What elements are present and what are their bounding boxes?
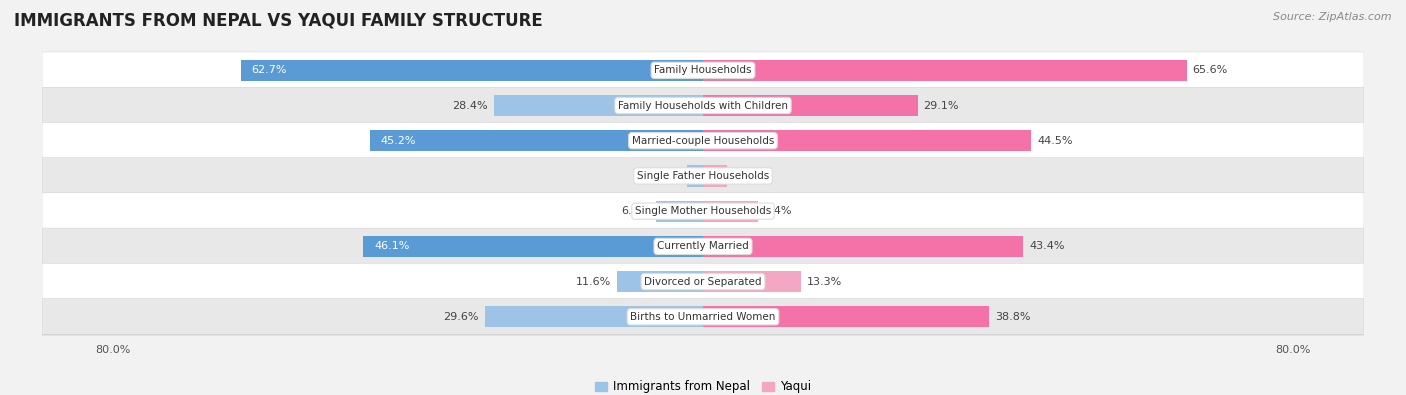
- FancyBboxPatch shape: [42, 263, 1364, 300]
- FancyBboxPatch shape: [42, 122, 1364, 159]
- Text: Source: ZipAtlas.com: Source: ZipAtlas.com: [1274, 12, 1392, 22]
- Text: Single Father Households: Single Father Households: [637, 171, 769, 181]
- Bar: [703, 236, 1024, 257]
- Bar: [703, 201, 758, 222]
- Text: 13.3%: 13.3%: [807, 276, 842, 287]
- Bar: [617, 271, 703, 292]
- Bar: [370, 130, 703, 151]
- Bar: [494, 95, 703, 116]
- Text: Single Mother Households: Single Mother Households: [636, 206, 770, 216]
- Bar: [703, 166, 727, 186]
- FancyBboxPatch shape: [42, 87, 1364, 124]
- Text: Family Households with Children: Family Households with Children: [619, 100, 787, 111]
- Bar: [363, 236, 703, 257]
- FancyBboxPatch shape: [42, 193, 1364, 229]
- Bar: [703, 130, 1031, 151]
- Text: 7.4%: 7.4%: [763, 206, 792, 216]
- Bar: [686, 166, 703, 186]
- Bar: [485, 306, 703, 327]
- Text: Divorced or Separated: Divorced or Separated: [644, 276, 762, 287]
- Legend: Immigrants from Nepal, Yaqui: Immigrants from Nepal, Yaqui: [591, 376, 815, 395]
- Text: Married-couple Households: Married-couple Households: [631, 136, 775, 146]
- Text: 38.8%: 38.8%: [995, 312, 1031, 322]
- Text: 3.2%: 3.2%: [733, 171, 761, 181]
- Text: 2.2%: 2.2%: [652, 171, 681, 181]
- Bar: [703, 306, 990, 327]
- FancyBboxPatch shape: [42, 52, 1364, 88]
- Text: 29.6%: 29.6%: [443, 312, 479, 322]
- Text: 65.6%: 65.6%: [1192, 65, 1227, 75]
- Text: 29.1%: 29.1%: [924, 100, 959, 111]
- Bar: [703, 60, 1187, 81]
- Text: 44.5%: 44.5%: [1038, 136, 1073, 146]
- Text: Currently Married: Currently Married: [657, 241, 749, 251]
- Text: 6.4%: 6.4%: [621, 206, 650, 216]
- Bar: [655, 201, 703, 222]
- Text: 43.4%: 43.4%: [1029, 241, 1064, 251]
- Text: 46.1%: 46.1%: [374, 241, 409, 251]
- FancyBboxPatch shape: [42, 299, 1364, 335]
- FancyBboxPatch shape: [42, 158, 1364, 194]
- Text: 28.4%: 28.4%: [451, 100, 488, 111]
- Text: IMMIGRANTS FROM NEPAL VS YAQUI FAMILY STRUCTURE: IMMIGRANTS FROM NEPAL VS YAQUI FAMILY ST…: [14, 12, 543, 30]
- Text: 45.2%: 45.2%: [381, 136, 416, 146]
- Text: 62.7%: 62.7%: [252, 65, 287, 75]
- Bar: [703, 95, 918, 116]
- Bar: [703, 271, 801, 292]
- Bar: [240, 60, 703, 81]
- Text: Family Households: Family Households: [654, 65, 752, 75]
- Text: 11.6%: 11.6%: [576, 276, 612, 287]
- FancyBboxPatch shape: [42, 228, 1364, 265]
- Text: Births to Unmarried Women: Births to Unmarried Women: [630, 312, 776, 322]
